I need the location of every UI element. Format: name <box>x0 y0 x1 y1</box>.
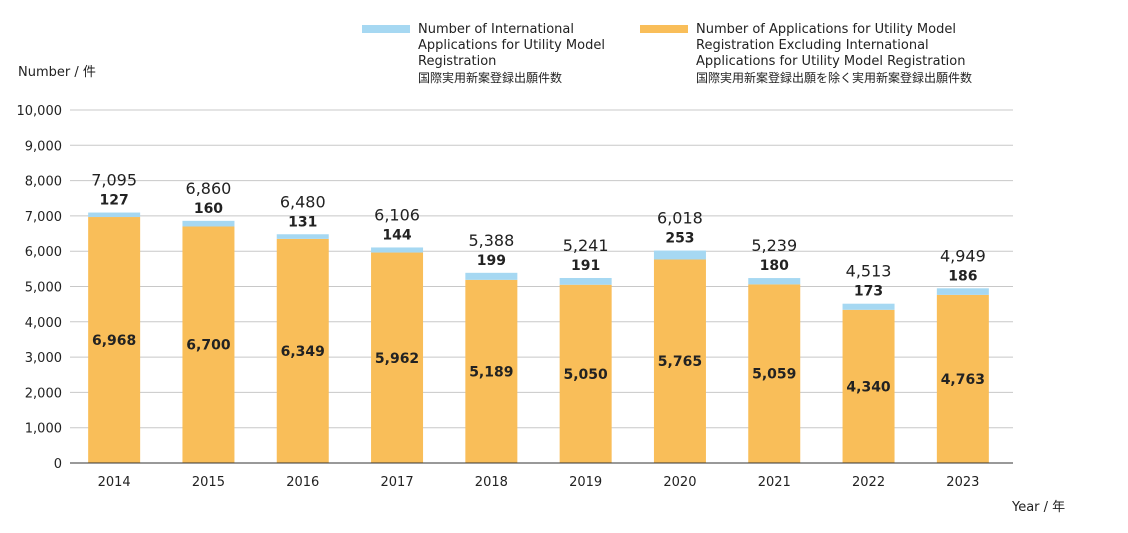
y-tick-label: 10,000 <box>17 104 63 119</box>
x-tick-label: 2014 <box>98 475 131 490</box>
x-tick-label: 2018 <box>475 475 508 490</box>
y-tick-label: 0 <box>54 457 62 472</box>
legend-swatch-excluding <box>640 25 688 33</box>
data-label-excluding: 6,968 <box>92 333 136 349</box>
data-label-excluding: 4,340 <box>846 379 891 395</box>
bar-excluding <box>371 252 424 463</box>
x-tick-label: 2022 <box>852 475 885 490</box>
y-tick-label: 5,000 <box>25 281 62 296</box>
bars <box>88 212 989 463</box>
x-axis-title: Year / 年 <box>1012 500 1066 515</box>
legend-line: Number of International <box>418 22 574 37</box>
bar-international <box>182 220 235 227</box>
data-label-total: 5,239 <box>751 236 797 255</box>
legend-swatch-international <box>362 25 410 33</box>
bar-excluding <box>182 226 235 463</box>
data-label-total: 5,241 <box>563 236 609 255</box>
y-tick-label: 1,000 <box>25 422 62 437</box>
data-label-total: 6,106 <box>374 205 420 224</box>
legend-line: 国際実用新案登録出願件数 <box>418 71 563 85</box>
legend-line: Number of Applications for Utility Model <box>696 22 956 37</box>
data-label-international: 173 <box>854 284 883 300</box>
data-label-international: 144 <box>382 227 411 243</box>
bar-excluding <box>559 284 612 463</box>
bar-international <box>936 288 989 295</box>
x-tick-label: 2023 <box>946 475 979 490</box>
y-tick-label: 9,000 <box>25 139 62 154</box>
bar-international <box>748 278 801 285</box>
data-label-excluding: 5,962 <box>375 351 419 367</box>
bar-excluding <box>936 294 989 463</box>
data-label-international: 253 <box>665 231 694 247</box>
y-tick-label: 2,000 <box>25 386 62 401</box>
legend-line: 国際実用新案登録出願を除く実用新案登録出願件数 <box>696 71 973 85</box>
data-label-international: 191 <box>571 258 600 274</box>
legend-label-excluding: Number of Applications for Utility Model… <box>696 22 972 86</box>
data-label-total: 6,018 <box>657 209 703 228</box>
bar-excluding <box>748 284 801 463</box>
bar-excluding <box>276 238 329 463</box>
data-label-total: 4,949 <box>940 246 986 265</box>
x-tick-label: 2019 <box>569 475 602 490</box>
x-tick-label: 2015 <box>192 475 225 490</box>
x-tick-label: 2017 <box>381 475 414 490</box>
data-label-total: 6,860 <box>186 179 232 198</box>
data-label-excluding: 6,700 <box>186 338 231 354</box>
bar-international <box>559 277 612 285</box>
legend-line: Applications for Utility Model <box>418 38 605 53</box>
data-labels: 6,968 127 7,095 6,700 160 6,860 6,349 131 6,480 5… <box>91 171 986 396</box>
data-label-excluding: 5,059 <box>752 367 796 383</box>
bar-international <box>465 272 518 280</box>
bar-excluding <box>88 217 141 463</box>
data-label-international: 180 <box>760 258 789 274</box>
data-label-excluding: 4,763 <box>941 372 985 388</box>
data-label-international: 127 <box>100 193 129 209</box>
legend-line: Registration <box>418 54 497 69</box>
bar-international <box>653 250 706 260</box>
x-tick-label: 2016 <box>286 475 319 490</box>
y-tick-label: 4,000 <box>25 316 62 331</box>
x-tick-label: 2020 <box>663 475 696 490</box>
y-tick-label: 8,000 <box>25 175 62 190</box>
y-axis-title: Number / 件 <box>18 65 96 80</box>
y-tick-label: 6,000 <box>25 245 62 260</box>
data-label-total: 4,513 <box>846 262 892 281</box>
legend-line: Applications for Utility Model Registrat… <box>696 54 966 69</box>
data-label-excluding: 5,189 <box>469 364 513 380</box>
bar-excluding <box>465 279 518 463</box>
y-tick-label: 3,000 <box>25 351 62 366</box>
data-label-total: 7,095 <box>91 171 137 190</box>
bar-excluding <box>842 309 895 463</box>
legend-line: Registration Excluding International <box>696 38 929 53</box>
bar-international <box>88 212 141 218</box>
data-label-international: 160 <box>194 201 223 217</box>
bar-international <box>371 247 424 253</box>
bar-excluding <box>653 259 706 463</box>
data-label-excluding: 6,349 <box>281 344 325 360</box>
legend-label-international: Number of International Applications for… <box>418 22 605 86</box>
x-tick-label: 2021 <box>758 475 791 490</box>
data-label-excluding: 5,050 <box>564 367 609 383</box>
x-axis-ticks: 2014 2015 2016 2017 2018 2019 2020 2021 2022 2023 <box>98 475 980 490</box>
data-label-international: 186 <box>948 268 977 284</box>
data-label-international: 131 <box>288 214 317 230</box>
y-tick-label: 7,000 <box>25 210 62 225</box>
data-label-international: 199 <box>477 253 506 269</box>
data-label-total: 5,388 <box>468 231 514 250</box>
data-label-excluding: 5,765 <box>658 354 702 370</box>
data-label-total: 6,480 <box>280 192 326 211</box>
bar-international <box>276 234 329 239</box>
y-axis-ticks: 0 1,000 2,000 3,000 4,000 5,000 6,000 7,000 8,00… <box>17 104 63 472</box>
bar-international <box>842 303 895 310</box>
